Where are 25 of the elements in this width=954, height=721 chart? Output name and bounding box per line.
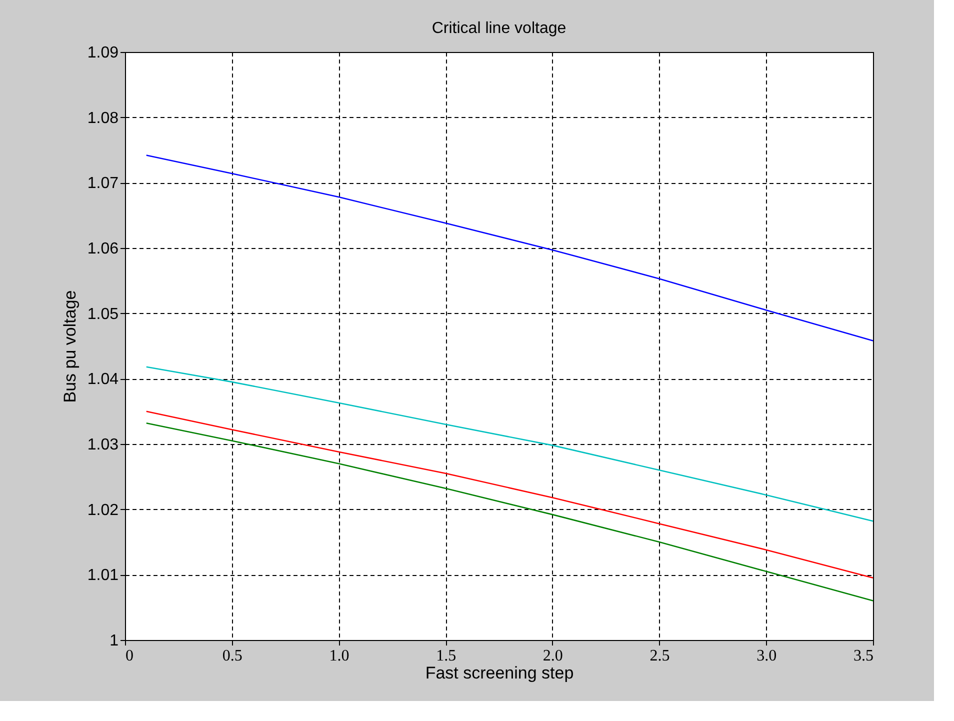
line-series (146, 410, 874, 579)
y-tick-label: 1.09 (87, 44, 119, 62)
x-tick-label: 1.5 (436, 648, 456, 664)
y-tick-label: 1.02 (87, 502, 119, 519)
x-tick-label: 3.0 (756, 648, 777, 664)
y-tick-label: 1.08 (87, 110, 119, 127)
x-tick-label: 0 (126, 648, 134, 664)
y-tick-label: 1.01 (87, 567, 119, 584)
y-axis-title: Bus pu voltage (60, 290, 80, 403)
y-tick-label: 1.04 (87, 371, 119, 388)
y-tick-label: 1.06 (87, 240, 119, 258)
y-tick-label: 1.05 (87, 306, 119, 323)
line-series (146, 422, 874, 602)
x-tick-label: 1.0 (329, 648, 350, 664)
x-tick-label: 2.5 (650, 648, 670, 664)
chart-title: Critical line voltage (432, 20, 566, 37)
line-series (146, 366, 874, 522)
y-tick-label: 1 (110, 632, 119, 650)
x-axis-title: Fast screening step (425, 664, 574, 682)
y-tick-label: 1.07 (87, 175, 119, 192)
line-series (146, 154, 874, 342)
y-tick-label: 1.03 (87, 436, 119, 454)
x-tick-label: 2.0 (542, 648, 563, 664)
x-tick-label: 0.5 (222, 648, 242, 664)
x-tick-label: 3.5 (854, 648, 874, 664)
